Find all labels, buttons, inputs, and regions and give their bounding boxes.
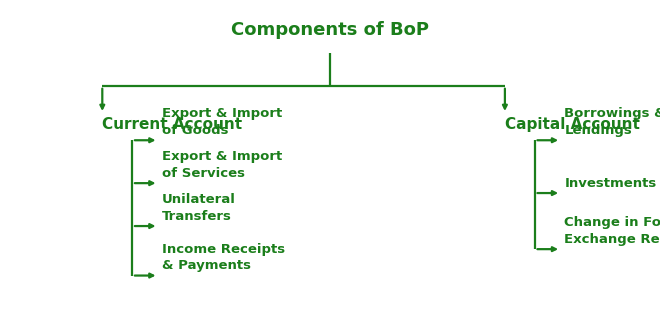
Text: Export & Import
of Services: Export & Import of Services xyxy=(162,150,282,180)
Text: Unilateral
Transfers: Unilateral Transfers xyxy=(162,193,236,223)
Text: Components of BoP: Components of BoP xyxy=(231,21,429,39)
Text: Income Receipts
& Payments: Income Receipts & Payments xyxy=(162,243,285,272)
Text: Change in Foreign
Exchange Reserves: Change in Foreign Exchange Reserves xyxy=(564,216,660,246)
Text: Export & Import
of Goods: Export & Import of Goods xyxy=(162,108,282,137)
Text: Current Account: Current Account xyxy=(102,117,242,132)
Text: Investments: Investments xyxy=(564,177,657,190)
Text: Borrowings &
Lendings: Borrowings & Lendings xyxy=(564,108,660,137)
Text: Capital Account: Capital Account xyxy=(505,117,640,132)
